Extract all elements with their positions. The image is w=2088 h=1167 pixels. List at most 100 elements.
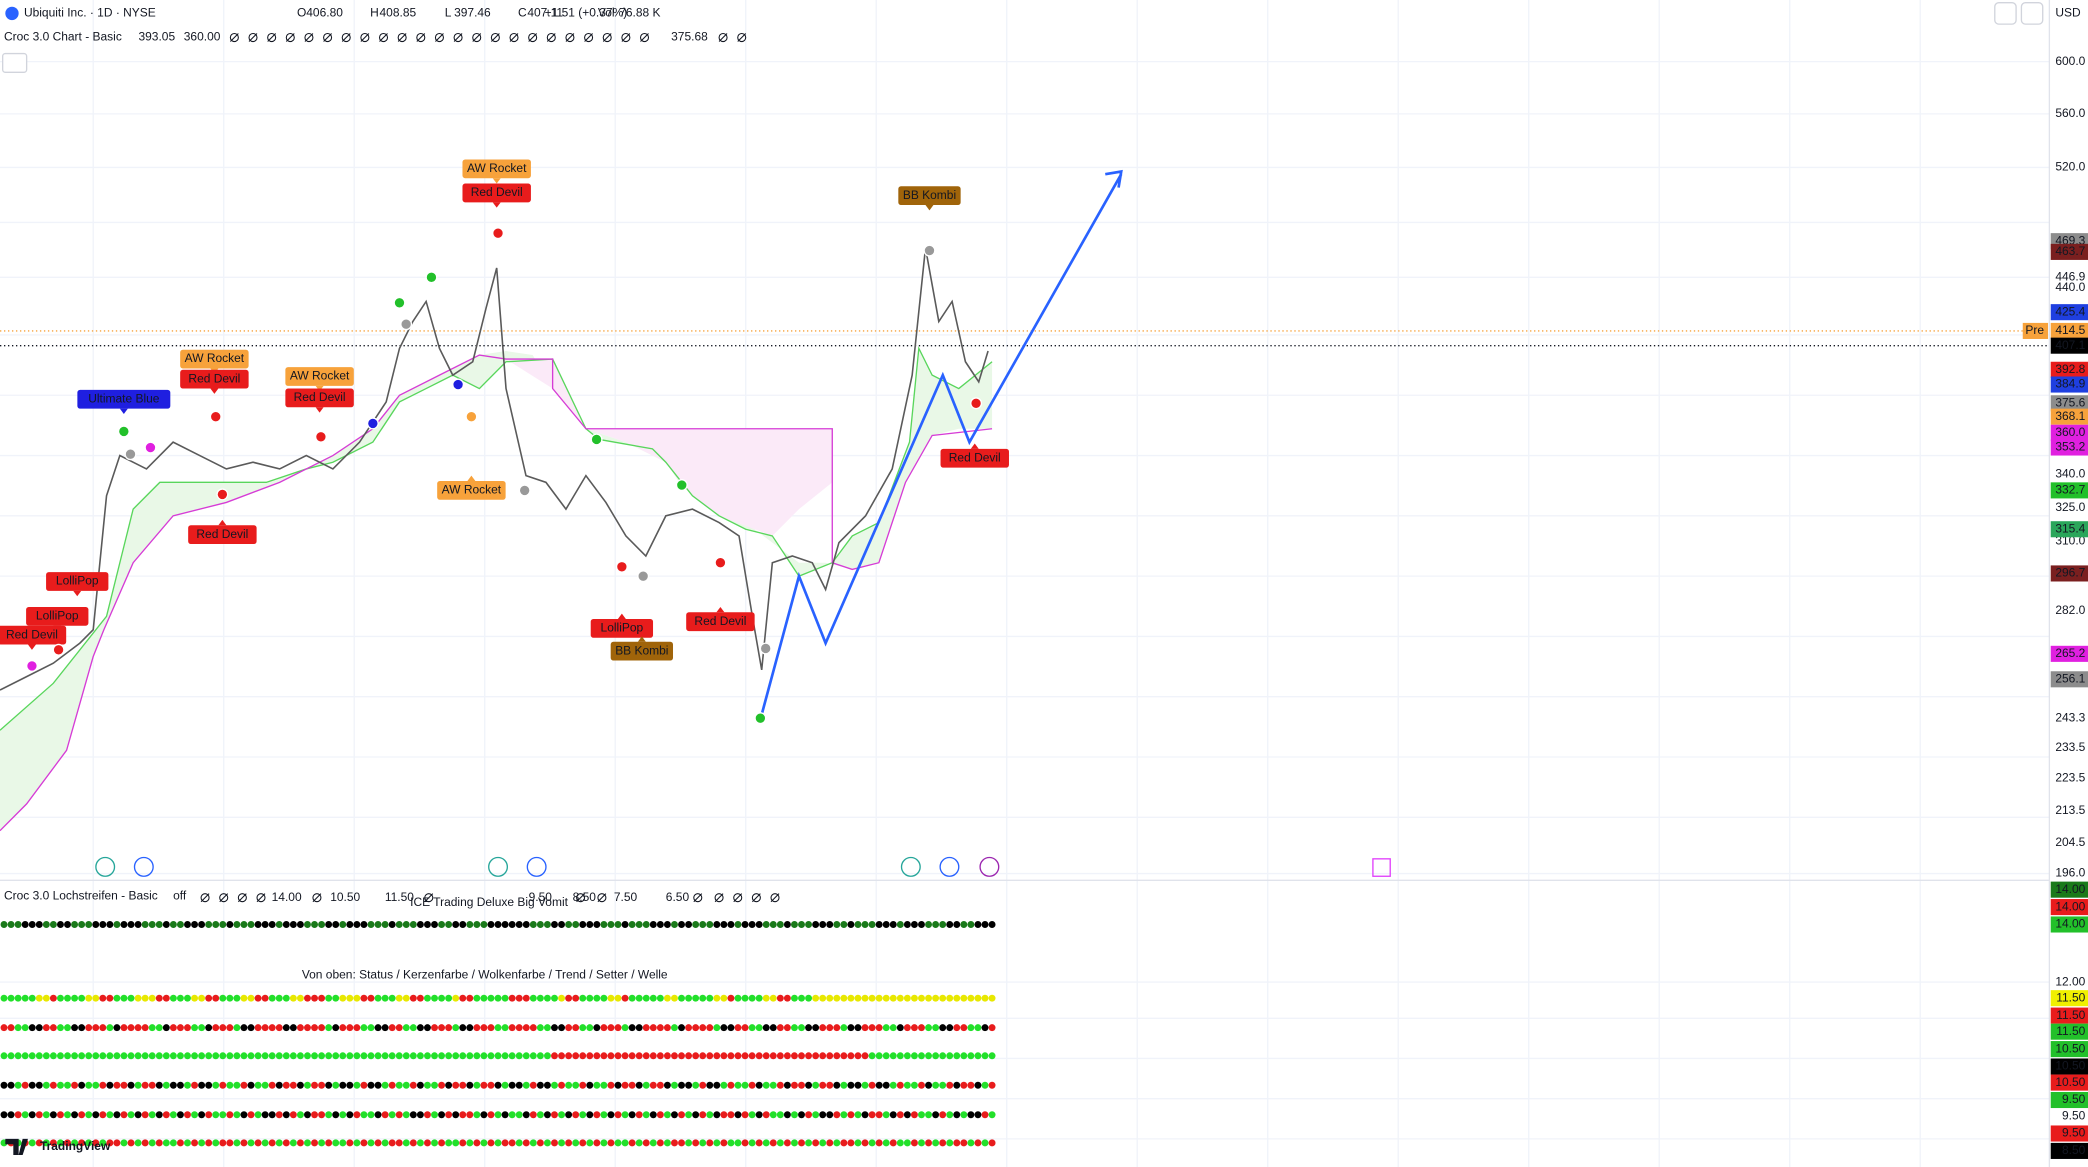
lower-axis-label: 14.00 — [2055, 899, 2085, 913]
status-dot — [416, 1139, 424, 1147]
split-icon[interactable] — [979, 856, 1000, 877]
signal-box — [686, 612, 755, 632]
status-dot — [416, 1111, 424, 1119]
signal-pointer — [925, 204, 934, 211]
status-dot — [551, 1111, 558, 1119]
toolbar[interactable] — [1, 2, 2044, 74]
price-tick-label: 223.5 — [2055, 771, 2085, 785]
status-dot — [593, 1081, 601, 1089]
status-dot — [247, 1139, 255, 1147]
status-dot — [28, 1081, 36, 1089]
status-dot — [318, 1111, 326, 1119]
status-dot — [685, 1052, 693, 1060]
status-dot — [607, 1052, 615, 1060]
status-dot — [480, 1024, 488, 1032]
status-dot — [127, 994, 135, 1002]
status-dot — [226, 1024, 234, 1032]
lower-axis-label: 9.50 — [2062, 1092, 2086, 1106]
hidden-value-icon — [565, 32, 575, 43]
lower-axis-badge — [2050, 1125, 2088, 1142]
status-dot — [572, 921, 580, 928]
status-dot — [522, 1052, 530, 1060]
status-dot — [649, 1081, 657, 1089]
status-dot — [699, 921, 707, 928]
status-dot — [875, 1139, 883, 1147]
status-dot — [656, 1139, 664, 1147]
reload-button[interactable] — [2020, 2, 2044, 25]
lower-band — [0, 354, 993, 832]
status-dot — [593, 1139, 601, 1147]
status-dot — [282, 1111, 290, 1119]
price-badge-label: 392.8 — [2055, 362, 2085, 376]
status-dot — [438, 1081, 446, 1089]
status-dot — [318, 994, 326, 1002]
earnings-icon[interactable] — [488, 856, 509, 877]
status-dot — [106, 1052, 114, 1060]
status-dot — [162, 921, 170, 928]
lower-axis-label: 12.00 — [2055, 974, 2085, 988]
status-dot — [762, 1139, 770, 1147]
status-dot — [176, 1139, 184, 1147]
status-dot — [593, 1052, 601, 1060]
status-dot — [148, 921, 156, 928]
status-dot — [339, 1052, 347, 1060]
status-dot — [663, 921, 671, 928]
status-dot — [395, 921, 403, 928]
earnings-icon[interactable] — [95, 856, 116, 877]
status-dot — [56, 921, 64, 928]
status-dot — [381, 1024, 389, 1032]
status-dot — [452, 1024, 460, 1032]
status-dot — [480, 921, 488, 928]
lower-panel-name: Croc 3.0 Lochstreifen - Basic — [4, 889, 158, 903]
status-dot — [861, 994, 869, 1002]
status-dot — [572, 1139, 580, 1147]
status-dot — [423, 994, 431, 1002]
hidden-value-icon — [584, 32, 594, 43]
signal-dot — [117, 425, 130, 438]
hidden-value-icon — [770, 893, 780, 903]
status-dot — [988, 1111, 996, 1119]
status-dot — [261, 921, 269, 928]
status-dot — [889, 1081, 897, 1089]
status-dot — [833, 1024, 841, 1032]
signal-dot — [209, 410, 222, 423]
signal-dot — [400, 318, 413, 331]
status-dot — [663, 1081, 671, 1089]
status-dot — [776, 1081, 784, 1089]
status-dot — [325, 1111, 333, 1119]
status-dot — [614, 1024, 622, 1032]
status-dot — [748, 1081, 756, 1089]
download-button[interactable] — [1994, 2, 2017, 25]
status-dot — [296, 921, 304, 928]
status-dot — [819, 1081, 827, 1089]
collapse-button[interactable] — [1, 52, 28, 74]
status-dot — [861, 1111, 869, 1119]
status-dot — [706, 1024, 714, 1032]
dividend-icon[interactable] — [939, 856, 960, 877]
signal-label: Red Devil — [188, 371, 240, 385]
dividend-icon[interactable] — [133, 856, 154, 877]
status-dot — [974, 994, 982, 1002]
status-dot — [120, 1052, 128, 1060]
status-dot — [7, 1024, 15, 1032]
status-dot — [127, 1024, 135, 1032]
status-dot — [438, 1052, 446, 1060]
status-dot — [480, 1081, 488, 1089]
status-dot — [219, 1111, 227, 1119]
dividend-icon[interactable] — [526, 856, 547, 877]
status-dot — [727, 994, 735, 1002]
earnings-icon[interactable] — [900, 856, 921, 877]
hidden-value-icon — [528, 32, 538, 43]
lower-panel-value: 14.00 — [272, 890, 302, 904]
signal-dot — [366, 417, 379, 430]
lower-axis-badge — [2050, 990, 2088, 1007]
hidden-value-icon — [256, 893, 266, 903]
future-earnings-icon[interactable] — [1372, 858, 1391, 877]
status-dot — [515, 1111, 523, 1119]
status-dot — [586, 1052, 594, 1060]
dynamic-layer: O 406.80 H 408.85 L 397.46 C 407.11+1.51 (+0.37… — [0, 6, 2088, 1159]
lower-panel-value: 11.50 — [385, 890, 414, 904]
status-dot — [452, 1052, 460, 1060]
status-dot — [247, 994, 255, 1002]
status-dot — [409, 921, 417, 928]
